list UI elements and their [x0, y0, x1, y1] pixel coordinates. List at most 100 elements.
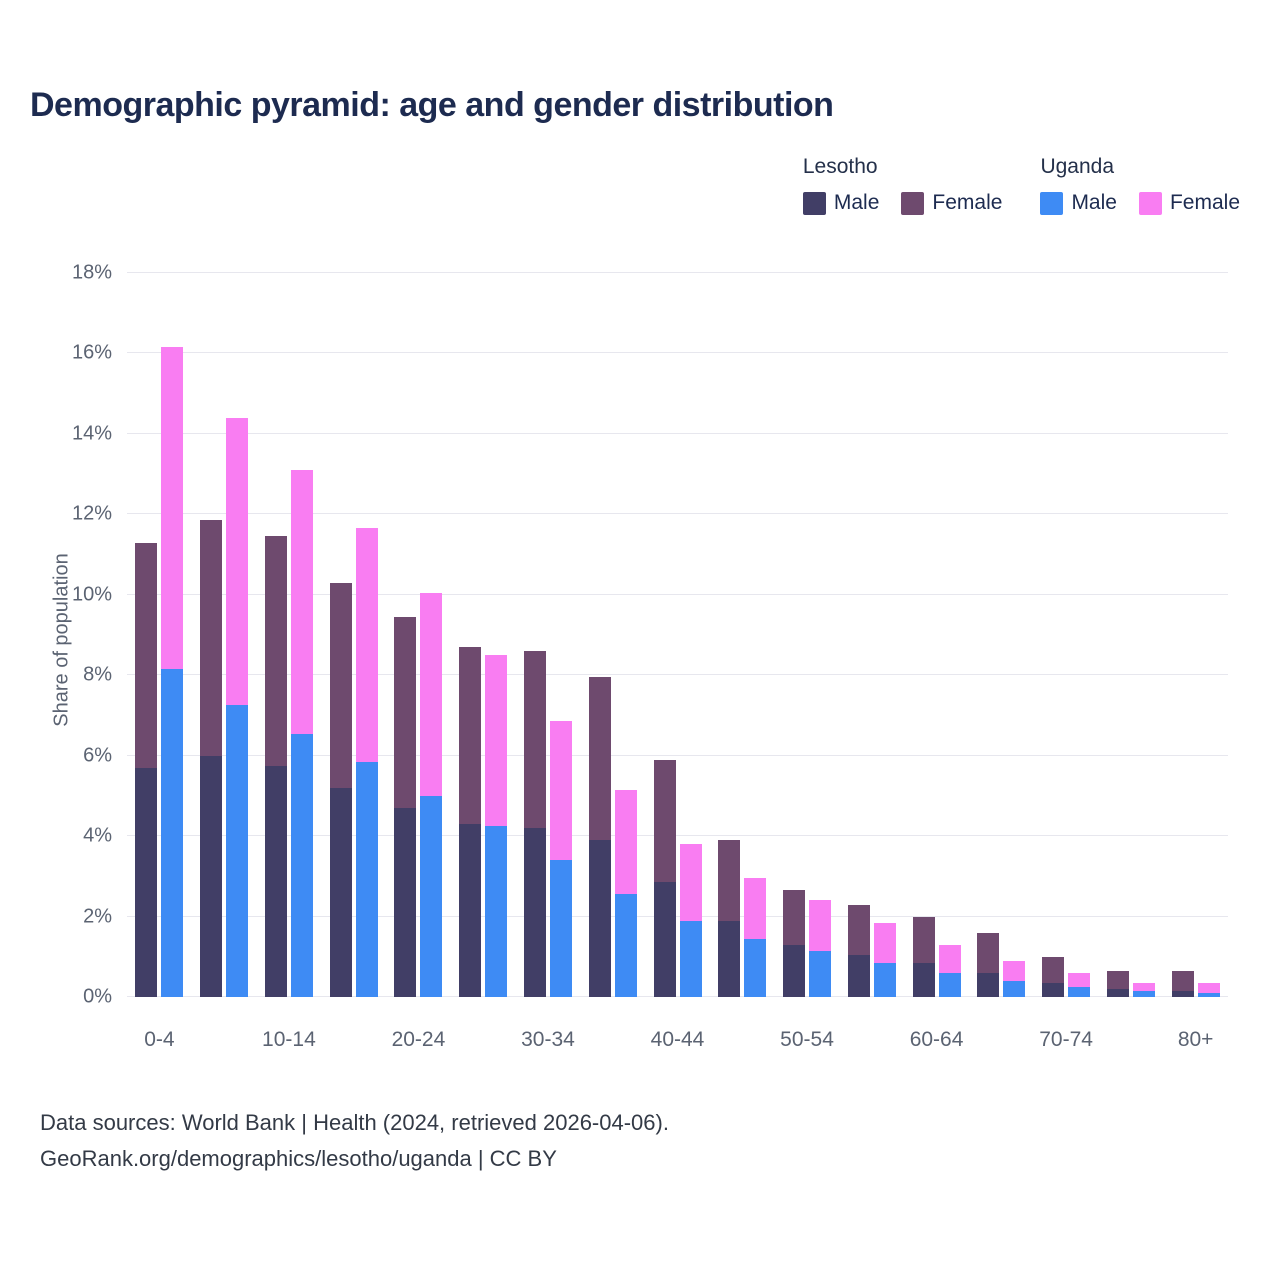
gridline-16 [127, 352, 1228, 354]
lesotho-bar-60-64 [912, 273, 935, 997]
gridline-0 [127, 996, 1228, 997]
uganda-male-segment-45-49 [744, 938, 767, 997]
x-tick-label-35-39 [580, 1028, 645, 1052]
uganda-bar-65-69 [1003, 273, 1026, 997]
y-tick-label-4: 4% [83, 824, 112, 847]
uganda-male-segment-60-64 [938, 972, 961, 997]
lesotho-male-segment-75-79 [1106, 988, 1129, 997]
x-tick-label-45-49 [710, 1028, 775, 1052]
y-tick-label-6: 6% [83, 744, 112, 767]
uganda-female-segment-55-59 [873, 922, 896, 963]
lesotho-bar-25-29 [459, 273, 482, 997]
uganda-bar-35-39 [614, 273, 637, 997]
x-tick-label-65-69 [969, 1028, 1034, 1052]
uganda-male-segment-75-79 [1132, 990, 1155, 997]
lesotho-female-segment-70-74 [1042, 956, 1065, 983]
legend-country-label: Uganda [1040, 155, 1114, 178]
bar-group-30-34 [516, 273, 581, 997]
lesotho-bar-15-19 [329, 273, 352, 997]
legend-item-lesotho-female: Female [901, 191, 1002, 215]
x-tick-label-20-24: 20-24 [391, 1028, 446, 1051]
bar-group-45-49 [710, 273, 775, 997]
lesotho-male-segment-60-64 [912, 962, 935, 997]
legend-item-uganda-male: Male [1040, 191, 1117, 215]
legend-group-uganda: Uganda Male Female [1040, 155, 1240, 215]
bar-group-5-9 [192, 273, 257, 997]
lesotho-female-segment-0-4 [135, 542, 158, 768]
uganda-bar-40-44 [679, 273, 702, 997]
uganda-male-segment-30-34 [549, 860, 572, 997]
lesotho-female-segment-75-79 [1106, 970, 1129, 989]
lesotho-bar-20-24 [394, 273, 417, 997]
lesotho-bar-65-69 [977, 273, 1000, 997]
lesotho-bar-5-9 [200, 273, 223, 997]
bar-group-20-24 [386, 273, 451, 997]
gridline-18 [127, 272, 1228, 273]
lesotho-male-segment-0-4 [135, 767, 158, 997]
gridline-14 [127, 432, 1228, 434]
lesotho-female-segment-15-19 [329, 582, 352, 788]
lesotho-male-segment-50-54 [783, 944, 806, 997]
data-source-line: Data sources: World Bank | Health (2024,… [40, 1110, 669, 1135]
lesotho-female-segment-5-9 [200, 520, 223, 756]
lesotho-female-segment-40-44 [653, 759, 676, 883]
legend-swatch-icon [1138, 191, 1162, 215]
y-tick-label-2: 2% [83, 905, 112, 928]
uganda-female-segment-50-54 [809, 900, 832, 951]
legend-country-label: Lesotho [802, 155, 878, 178]
uganda-bar-10-14 [290, 273, 313, 997]
bars-container [127, 273, 1228, 997]
bar-group-50-54 [775, 273, 840, 997]
lesotho-male-segment-30-34 [523, 828, 546, 997]
legend-items-row: Male Female [1040, 191, 1240, 215]
lesotho-male-segment-65-69 [977, 972, 1000, 997]
lesotho-female-segment-50-54 [783, 890, 806, 945]
gridline-4 [127, 835, 1228, 837]
lesotho-female-segment-30-34 [523, 651, 546, 829]
uganda-bar-50-54 [809, 273, 832, 997]
bar-group-80+ [1163, 273, 1228, 997]
lesotho-male-segment-40-44 [653, 882, 676, 997]
uganda-male-segment-20-24 [420, 795, 443, 997]
uganda-male-segment-35-39 [614, 894, 637, 997]
bar-group-55-59 [839, 273, 904, 997]
x-tick-label-30-34: 30-34 [521, 1028, 575, 1051]
lesotho-male-segment-45-49 [718, 920, 741, 997]
x-tick-label-55-59 [839, 1028, 904, 1052]
uganda-bar-20-24 [420, 273, 443, 997]
bar-group-10-14 [257, 273, 322, 997]
lesotho-bar-35-39 [588, 273, 611, 997]
uganda-male-segment-70-74 [1068, 986, 1091, 997]
y-tick-label-18: 18% [71, 261, 112, 284]
lesotho-female-segment-60-64 [912, 916, 935, 963]
bar-group-25-29 [451, 273, 516, 997]
lesotho-bar-30-34 [523, 273, 546, 997]
bar-group-65-69 [969, 273, 1034, 997]
x-axis-ticks: 0-4 10-14 20-24 30-34 40-44 50-54 60-64 70-74 80… [127, 1028, 1228, 1052]
attribution-line: GeoRank.org/demographics/lesotho/uganda … [40, 1146, 557, 1171]
uganda-female-segment-25-29 [485, 655, 508, 827]
lesotho-bar-0-4 [135, 273, 158, 997]
uganda-female-segment-30-34 [549, 721, 572, 861]
lesotho-male-segment-25-29 [459, 824, 482, 997]
lesotho-female-segment-25-29 [459, 647, 482, 825]
uganda-female-segment-10-14 [290, 470, 313, 734]
bar-group-35-39 [580, 273, 645, 997]
uganda-female-segment-65-69 [1003, 960, 1026, 981]
uganda-male-segment-80+ [1197, 992, 1220, 997]
bar-group-15-19 [321, 273, 386, 997]
gridline-2 [127, 915, 1228, 917]
plot-area [127, 272, 1228, 997]
uganda-bar-45-49 [744, 273, 767, 997]
lesotho-bar-10-14 [264, 273, 287, 997]
uganda-male-segment-55-59 [873, 962, 896, 997]
x-tick-label-10-14: 10-14 [262, 1028, 316, 1051]
uganda-male-segment-40-44 [679, 920, 702, 997]
bar-group-40-44 [645, 273, 710, 997]
lesotho-female-segment-20-24 [394, 616, 417, 808]
bar-group-0-4 [127, 273, 192, 997]
lesotho-female-segment-45-49 [718, 840, 741, 921]
lesotho-female-segment-80+ [1171, 970, 1194, 991]
y-axis-ticks: 0% 2% 4% 6% 8% 10% 12% 14% 16% 18% [0, 262, 112, 1008]
legend-group-lesotho: Lesotho Male Female [802, 155, 1002, 215]
